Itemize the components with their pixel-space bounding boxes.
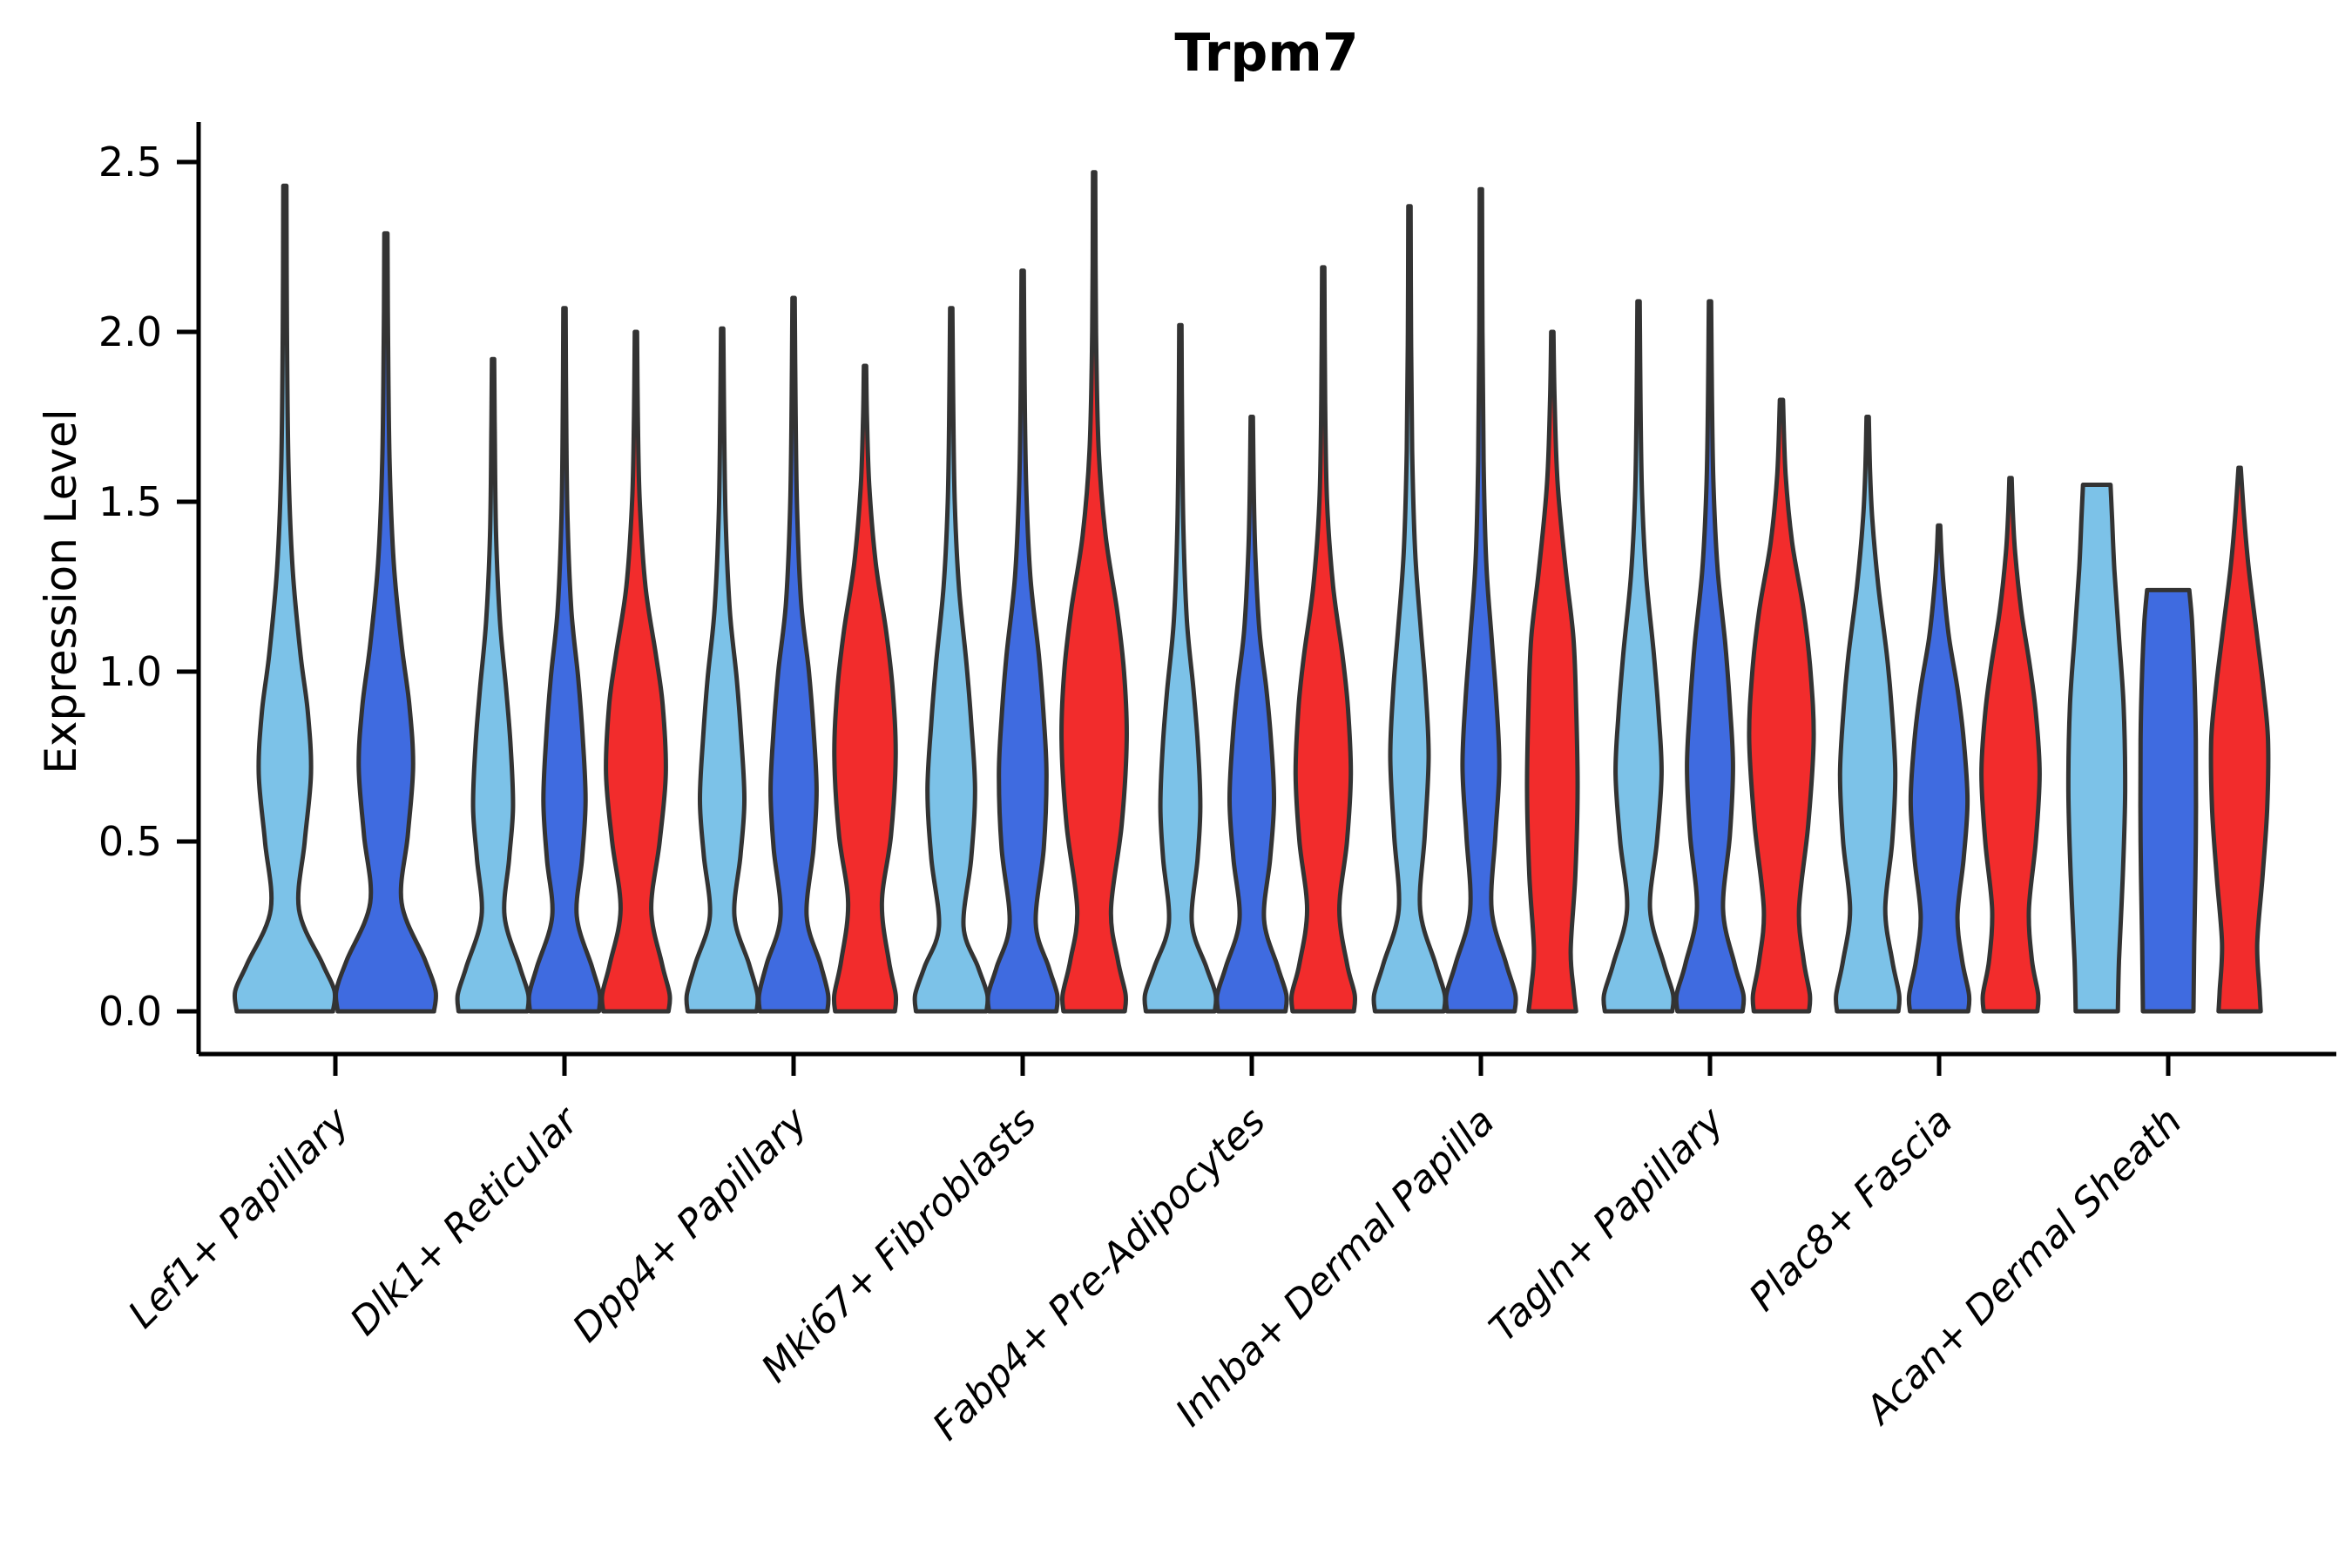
violin: [1288, 265, 1358, 1014]
violin: [1906, 523, 1972, 1014]
plot-title: Trpm7: [1174, 23, 1359, 84]
x-tick-label: Tagln+ Papillary: [1481, 1098, 1733, 1350]
violin: [831, 363, 899, 1014]
violin: [1979, 476, 2042, 1014]
y-tick-label: 2.0: [98, 308, 162, 355]
x-tick-label: Dpp4+ Papillary: [564, 1098, 817, 1351]
x-tick-label: Lef1+ Papillary: [120, 1098, 359, 1337]
violin: [684, 326, 760, 1014]
violins: [232, 170, 2271, 1014]
violin: [1443, 186, 1518, 1014]
violin: [334, 231, 438, 1014]
violin: [1673, 299, 1747, 1014]
y-tick-label: 0.0: [98, 988, 162, 1035]
violin: [1747, 397, 1816, 1014]
violin: [1601, 299, 1676, 1014]
y-tick-label: 1.5: [98, 478, 162, 525]
violin: [232, 183, 338, 1014]
violin: [1214, 415, 1289, 1014]
violin: [526, 306, 603, 1014]
violin: [1371, 204, 1448, 1014]
violin: [1834, 415, 1902, 1014]
violin: [1524, 329, 1580, 1014]
violin: [1142, 322, 1219, 1014]
violin: [2065, 483, 2128, 1014]
x-tick-label: Plac8+ Fascia: [1740, 1099, 1961, 1320]
violin: [1059, 170, 1129, 1014]
violin: [912, 306, 990, 1014]
violin: [599, 329, 672, 1014]
violin: [985, 268, 1060, 1014]
y-tick-label: 0.5: [98, 818, 162, 865]
violin: [756, 295, 831, 1014]
violin: [2138, 587, 2199, 1014]
y-tick-label: 1.0: [98, 648, 162, 695]
violin: [2208, 465, 2271, 1014]
violin: [455, 356, 531, 1014]
y-tick-label: 2.5: [98, 139, 162, 186]
x-tick-label: Dlk1+ Reticular: [341, 1098, 588, 1344]
